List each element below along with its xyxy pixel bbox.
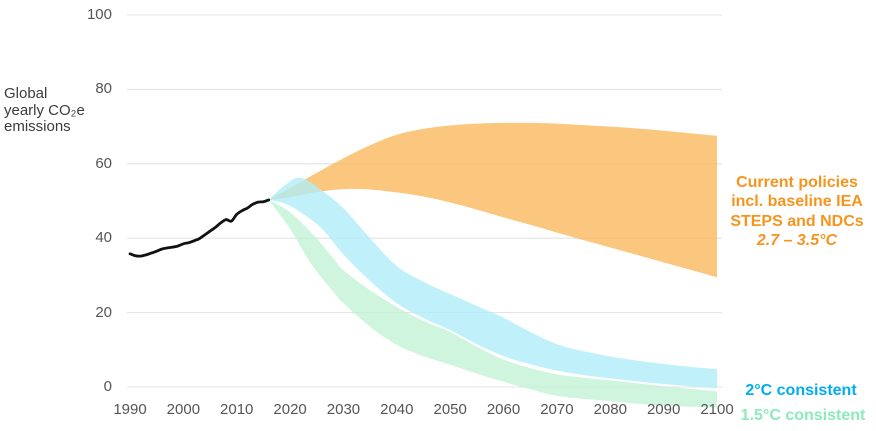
- y-tick-label-20: 20: [95, 303, 112, 321]
- annotation-current-policies-label: Current policies incl. baseline IEA STEPS …: [697, 173, 876, 251]
- annotation-2c-label: 2°C consistent: [701, 381, 876, 400]
- annotation-line: Current policies: [736, 174, 858, 191]
- annotation-1p5c-label: 1.5°C consistent: [703, 406, 876, 425]
- y-tick-label-0: 0: [103, 378, 112, 395]
- x-tick-label-2010: 2010: [220, 401, 254, 418]
- y-axis-title-line: yearly CO₂e: [4, 101, 85, 119]
- y-tick-label-40: 40: [95, 229, 112, 247]
- band-2c-consistent: [268, 177, 717, 389]
- annotation-line: 2°C consistent: [745, 382, 857, 399]
- x-tick-label-2000: 2000: [166, 401, 201, 418]
- x-tick-label-2050: 2050: [433, 401, 467, 418]
- y-tick-label-60: 60: [95, 154, 112, 172]
- x-tick-label-2040: 2040: [380, 401, 414, 418]
- x-tick-label-2080: 2080: [593, 401, 627, 418]
- annotation-line: incl. baseline IEA: [731, 193, 863, 211]
- historical-emissions-line: [128, 198, 271, 258]
- y-tick-label-80: 80: [95, 80, 112, 98]
- x-tick-label-1990: 1990: [113, 401, 147, 418]
- band-1p5c-consistent: [268, 199, 717, 408]
- x-tick-label-2100: 2100: [700, 401, 734, 418]
- annotation-temperature-range: 2.7 – 3.5°C: [756, 232, 838, 250]
- x-tick-label-2070: 2070: [540, 401, 574, 418]
- band-current-policies: [268, 122, 717, 278]
- annotation-line: 1.5°C consistent: [740, 407, 866, 424]
- y-axis-title: Global yearly CO₂e emissions: [4, 85, 122, 136]
- y-axis-title-line: emissions: [4, 118, 71, 135]
- x-tick-label-2020: 2020: [273, 401, 307, 418]
- x-tick-label-2090: 2090: [646, 401, 681, 418]
- y-tick-label-100: 100: [86, 6, 112, 23]
- x-tick-label-2060: 2060: [486, 401, 521, 418]
- x-tick-label-2030: 2030: [326, 401, 361, 418]
- y-axis-title-line: Global: [4, 85, 48, 102]
- annotation-line: STEPS and NDCs: [730, 212, 864, 230]
